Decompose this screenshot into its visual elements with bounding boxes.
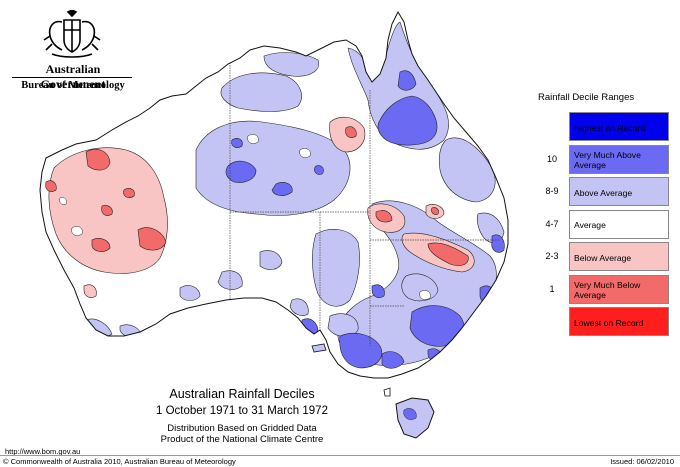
legend-decile-range: 1 [549,283,555,294]
legend-swatch: Average [569,209,669,239]
legend-decile-range [538,112,566,141]
legend-title: Rainfall Decile Ranges [538,92,635,103]
legend-swatch: Highest on Record [569,112,669,141]
legend-swatch: Lowest on Record [569,307,669,336]
legend-item: 1 Very Much Below Average [538,274,674,304]
legend-item: 8-9 Above Average [538,177,674,206]
bass-strait-island [383,387,391,397]
issued-date: Issued: 06/02/2010 [610,457,674,466]
kangaroo-island [311,343,327,353]
map-period: 1 October 1971 to 31 March 1972 [156,405,328,417]
legend-decile-range [538,307,566,336]
legend-decile-range: 10 [546,153,557,164]
legend-item: 2-3 Below Average [538,242,674,271]
legend-decile-range: 4-7 [545,218,559,229]
map-subtitle-2: Product of the National Climate Centre [160,434,324,445]
legend-label: Below Average [574,252,632,263]
copyright-notice: © Commonwealth of Australia 2010, Austra… [3,457,236,466]
legend-label: Lowest on Record [574,317,644,328]
legend-label: Very Much Above Average [574,150,641,170]
average-patches [59,134,431,300]
map-title: Australian Rainfall Deciles [169,387,315,401]
legend-item: 10 Very Much Above Average [538,144,674,174]
state-borders [229,50,500,346]
legend-swatch: Very Much Below Average [569,274,669,304]
map-subtitle-1: Distribution Based on Gridded Data [167,423,317,434]
legend-item: Lowest on Record [538,307,674,336]
legend-label: Very Much Below Average [574,280,641,300]
legend-swatch: Below Average [569,242,669,271]
legend-swatch: Very Much Above Average [569,144,669,174]
legend-label: Above Average [574,187,633,198]
legend-swatch: Above Average [569,177,669,206]
bureau-name: Bureau of Meteorology [21,80,125,91]
government-title: Australian Government [40,62,106,91]
legend-item: 4-7 Average [538,209,674,239]
legend-decile-range: 8-9 [545,186,559,196]
legend-label: Average [574,220,606,230]
mainland-coastline [39,10,509,379]
footer-divider [0,455,680,456]
legend-label: Highest on Record [574,122,646,133]
legend-item: Highest on Record [538,112,674,141]
coat-of-arms-logo [43,10,101,58]
agency-divider [12,77,132,78]
tasmania [395,397,435,439]
very-much-below-regions [45,126,469,266]
legend-decile-range: 2-3 [545,251,559,261]
website-url[interactable]: http://www.bom.gov.au [5,447,81,456]
